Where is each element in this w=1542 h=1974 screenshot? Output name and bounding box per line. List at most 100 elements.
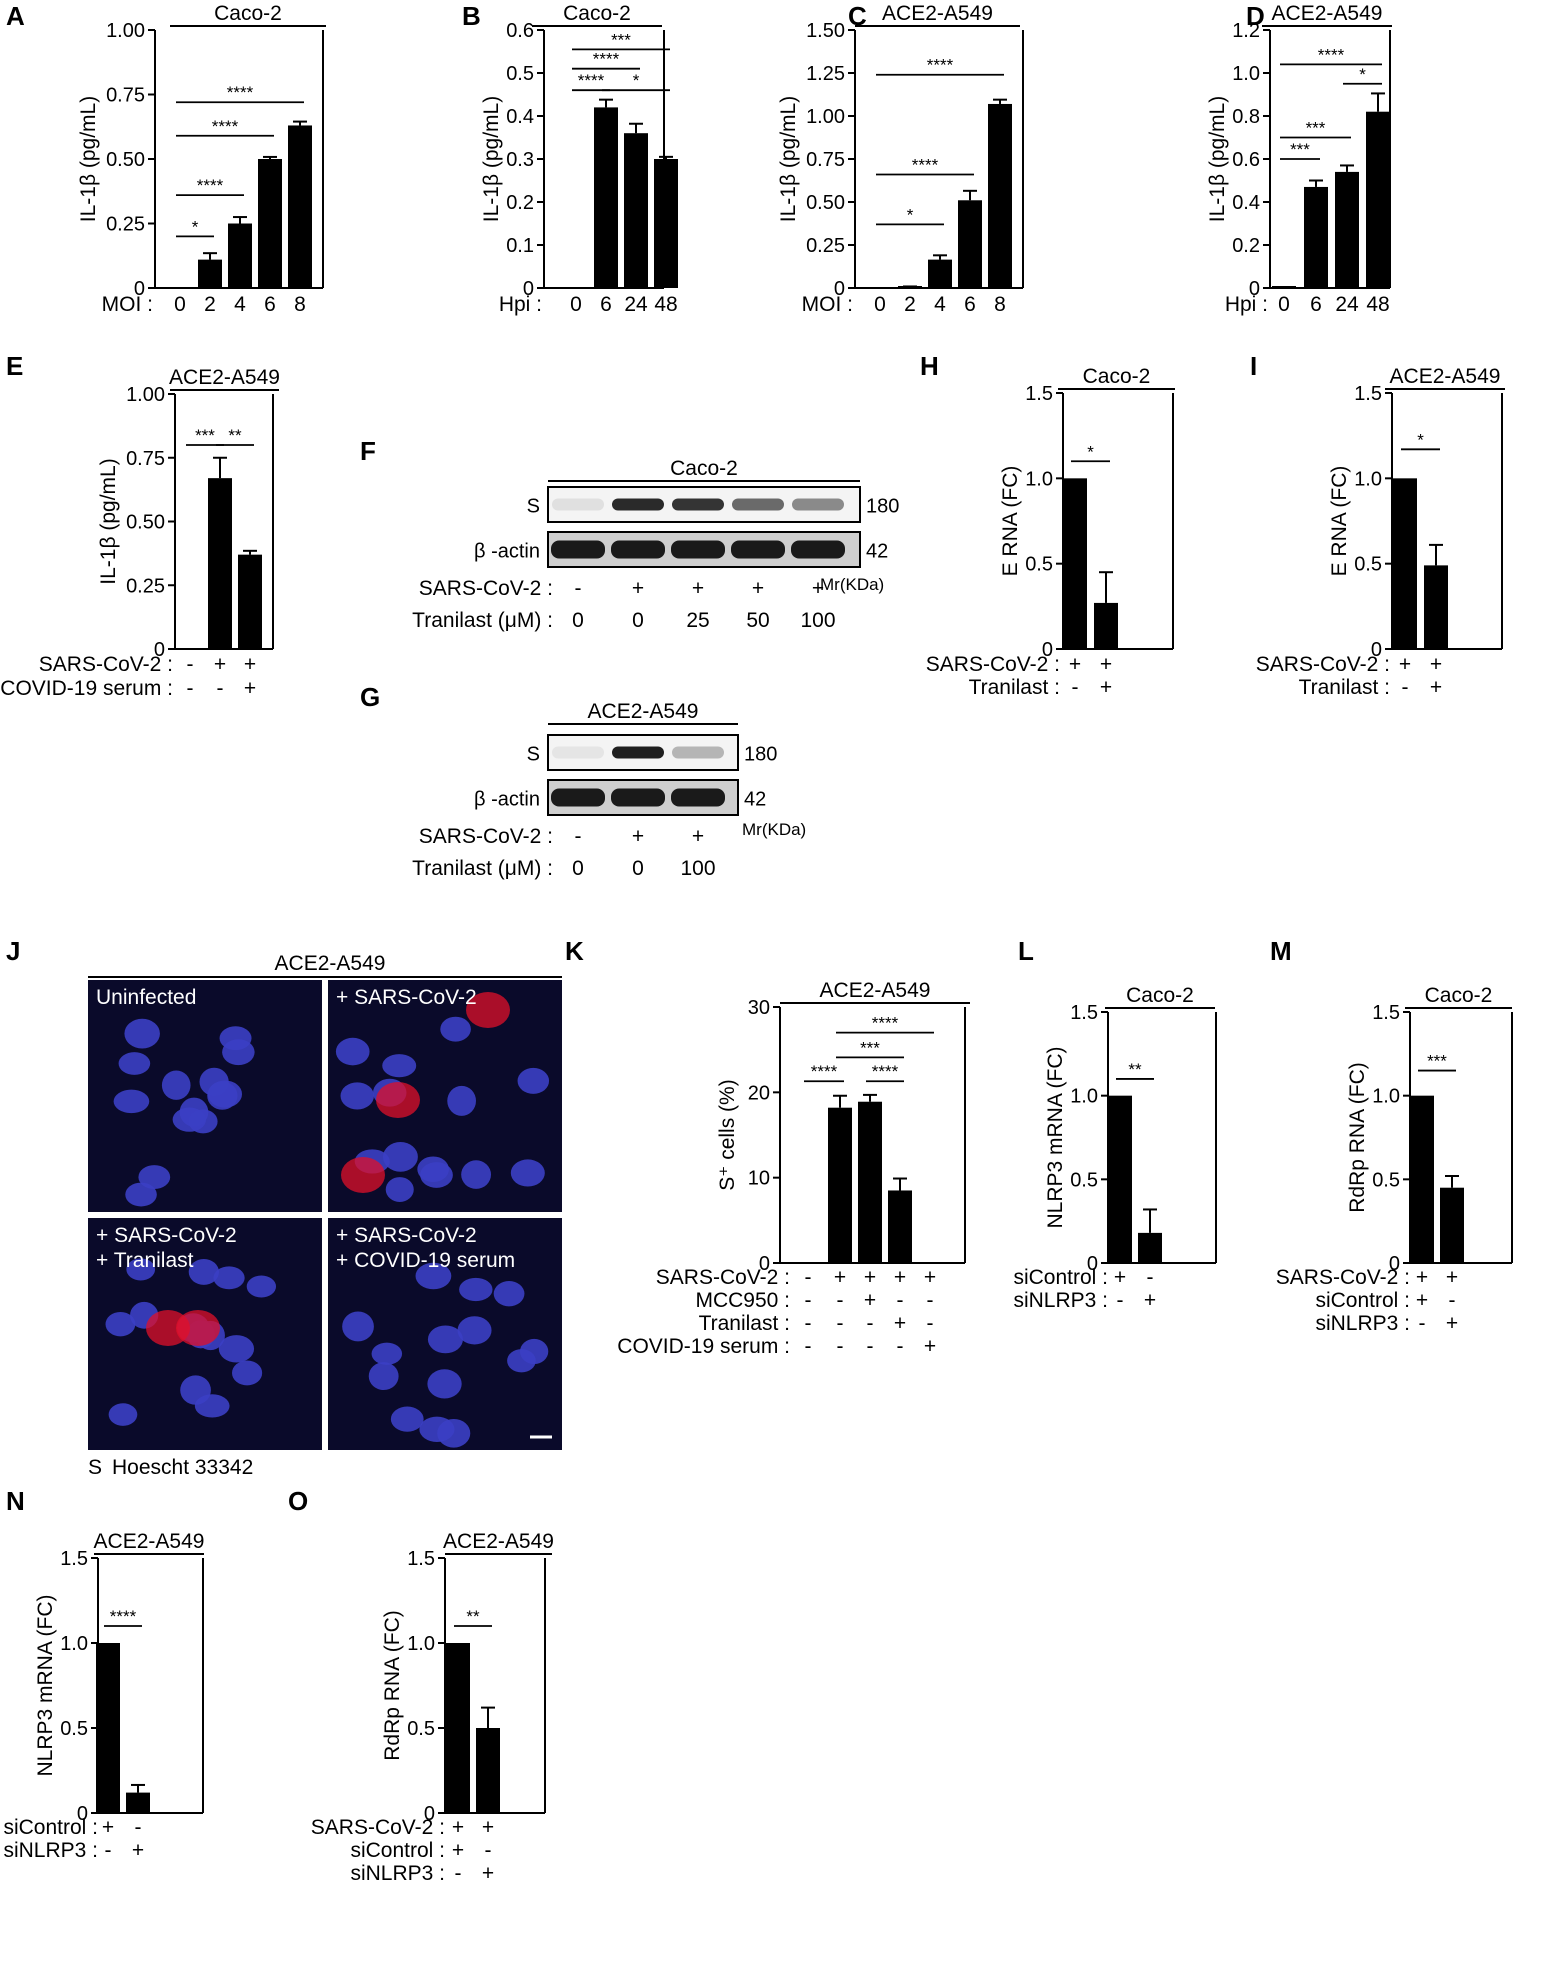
condition-mark: - [897, 1335, 904, 1358]
nucleus [335, 1037, 370, 1066]
legend-hoechst: Hoescht 33342 [112, 1456, 253, 1479]
condition-row-label: SARS-CoV-2 : [656, 1266, 790, 1289]
actin-band [551, 788, 605, 807]
condition-mark: 50 [746, 609, 769, 632]
spike-band [732, 498, 784, 511]
chart-title: ACE2-A549 [169, 366, 280, 389]
x-axis-prefix: Hpi : [499, 293, 542, 316]
x-tick-label: 0 [570, 293, 582, 316]
panel-letter-l: L [1018, 936, 1034, 966]
spike-positive-cell [176, 1310, 220, 1346]
quadrant-label: + SARS-CoV-2 [96, 1224, 237, 1247]
y-tick-label: 0 [1042, 639, 1053, 661]
y-tick-label: 0 [1371, 639, 1382, 661]
condition-mark: - [897, 1289, 904, 1312]
condition-row-label: siControl : [1315, 1289, 1410, 1312]
condition-row-label: SARS-CoV-2 : [1276, 1266, 1410, 1289]
condition-mark: + [924, 1266, 936, 1289]
y-tick-label: 0.5 [1354, 554, 1382, 576]
panel-letter-d: D [1246, 1, 1265, 31]
significance-label: **** [912, 155, 939, 174]
y-tick-label: 1.00 [126, 384, 165, 406]
bar [594, 107, 618, 289]
significance-label: **** [1318, 45, 1345, 64]
chart-o: O ACE2-A549 0 0.5 1.0 1.5 RdRp RNA (FC) ** SARS-… [288, 1486, 554, 1885]
actin-band [611, 540, 665, 559]
y-tick-label: 0 [834, 278, 845, 300]
y-axis-label: IL-1β (pg/mL) [1206, 96, 1229, 222]
condition-row-label: COVID-19 serum : [0, 677, 173, 700]
x-tick-label: 24 [624, 293, 648, 316]
spike-band [672, 498, 724, 511]
chart-n: N ACE2-A549 0 0.5 1.0 1.5 NLRP3 mRNA (FC) **** s… [3, 1486, 204, 1862]
y-tick-label: 0.25 [126, 575, 165, 597]
nucleus [510, 1159, 545, 1187]
nucleus [207, 1080, 243, 1108]
significance-label: ** [228, 426, 242, 445]
x-tick-label: 2 [204, 293, 216, 316]
y-tick-label: 0.5 [60, 1718, 88, 1740]
bar [1272, 286, 1296, 288]
condition-mark: + [1416, 1289, 1428, 1312]
y-axis-label: IL-1β (pg/mL) [77, 96, 100, 222]
spike-band [552, 498, 604, 511]
band-size: 42 [744, 789, 766, 811]
x-tick-label: 48 [1366, 293, 1389, 316]
nucleus [180, 1375, 211, 1405]
significance-label: *** [1290, 140, 1310, 159]
y-tick-label: 0.4 [506, 106, 534, 128]
y-tick-label: 0.75 [806, 149, 845, 171]
blot-title: ACE2-A549 [588, 700, 699, 723]
significance-label: *** [860, 1038, 880, 1057]
y-tick-label: 20 [748, 1082, 770, 1104]
spike-band [672, 746, 724, 759]
significance-label: *** [1306, 119, 1326, 138]
spike-band [552, 746, 604, 759]
condition-mark: - [837, 1335, 844, 1358]
y-axis-label: IL-1β (pg/mL) [777, 96, 800, 222]
nucleus [427, 1369, 462, 1399]
y-tick-label: 10 [748, 1168, 770, 1190]
condition-mark: + [924, 1335, 936, 1358]
condition-mark: + [452, 1839, 464, 1862]
x-axis-prefix: MOI : [802, 293, 853, 316]
condition-mark: + [1446, 1266, 1458, 1289]
x-tick-label: 6 [264, 293, 276, 316]
condition-mark: - [1402, 676, 1409, 699]
panel-letter-g: G [360, 682, 380, 712]
micrograph-quadrant: + SARS-CoV-2 [328, 980, 562, 1212]
significance-label: ** [1128, 1060, 1142, 1079]
y-tick-label: 1.0 [1232, 63, 1260, 85]
y-tick-label: 1.25 [806, 63, 845, 85]
condition-mark: + [1446, 1312, 1458, 1335]
bar [258, 159, 282, 288]
condition-mark: - [217, 677, 224, 700]
nucleus [105, 1311, 136, 1337]
nucleus [493, 1281, 525, 1307]
significance-label: ** [466, 1607, 480, 1626]
actin-band [791, 540, 845, 559]
significance-label: **** [872, 1062, 899, 1081]
condition-mark: + [244, 677, 256, 700]
band-size: 180 [866, 496, 899, 518]
band-label: β -actin [474, 541, 540, 563]
condition-mark: - [1147, 1266, 1154, 1289]
band-label: S [527, 744, 540, 766]
significance-label: **** [927, 56, 954, 75]
y-tick-label: 0 [1249, 278, 1260, 300]
mr-unit: Mr(KDa) [820, 575, 884, 594]
bar [928, 259, 952, 288]
bar [988, 103, 1012, 289]
significance-label: * [907, 205, 914, 224]
chart-h: H Caco-2 0 0.5 1.0 1.5 E RNA (FC) * SARS-CoV-2 :… [920, 351, 1175, 699]
bar [828, 1107, 852, 1263]
condition-mark: - [135, 1816, 142, 1839]
condition-mark: 25 [686, 609, 709, 632]
condition-mark: + [244, 653, 256, 676]
condition-mark: + [452, 1816, 464, 1839]
bar [624, 133, 648, 288]
nucleus [118, 1052, 151, 1075]
spike-positive-cell [341, 1157, 385, 1193]
chart-title: ACE2-A549 [820, 979, 931, 1002]
y-tick-label: 1.00 [106, 20, 145, 42]
